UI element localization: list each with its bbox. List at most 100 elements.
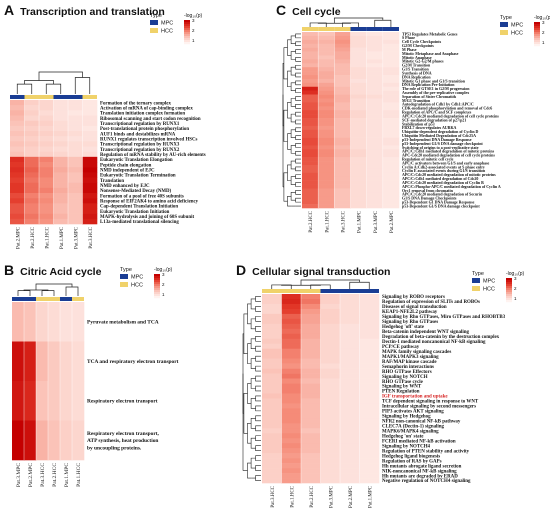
panel-a-heatmap-cell bbox=[53, 141, 69, 147]
panel-d-heatmap-cell bbox=[340, 313, 360, 320]
panel-d-heatmap-cell bbox=[340, 363, 360, 369]
panel-d-row-label: Hedgehog 'on' state bbox=[382, 434, 424, 439]
panel-c-heatmap-cell bbox=[350, 129, 367, 134]
panel-a-heatmap-cell bbox=[68, 208, 83, 214]
panel-a-heatmap-cell bbox=[68, 203, 83, 209]
panel-a-legend-item-hcc: HCC bbox=[161, 29, 173, 35]
panel-a-heatmap-cell bbox=[10, 172, 25, 178]
panel-c-heatmap-cell bbox=[382, 63, 400, 68]
panel-a-heatmap-cell bbox=[68, 182, 83, 189]
panel-a-heatmap-cell bbox=[82, 162, 98, 168]
panel-d-heatmap-cell bbox=[340, 408, 360, 414]
panel-d-heatmap-cell bbox=[320, 368, 341, 374]
panel-c-heatmap-cell bbox=[334, 172, 351, 178]
panel-c-heatmap-cell bbox=[334, 98, 351, 103]
panel-c-heatmap-cell bbox=[302, 86, 319, 91]
panel-c-heatmap-cell bbox=[350, 121, 367, 127]
panel-b-legend-tick: 2 bbox=[162, 282, 165, 287]
panel-b-heatmap-cell bbox=[24, 341, 37, 382]
panel-c-heatmap-cell bbox=[366, 55, 384, 60]
panel-c-heatmap-cell bbox=[382, 188, 400, 193]
panel-c-heatmap-cell bbox=[366, 94, 384, 99]
panel-b-legend-scale-step bbox=[154, 276, 160, 279]
panel-c-heatmap-cell bbox=[318, 114, 335, 119]
panel-a-heatmap-cell bbox=[10, 151, 25, 158]
panel-a-heatmap-cell bbox=[10, 100, 25, 106]
panel-d-heatmap-cell bbox=[301, 308, 321, 315]
panel-b-row-label: Pyruvate metabolism and TCA bbox=[87, 320, 159, 326]
panel-a-heatmap-cell bbox=[10, 218, 25, 225]
panel-d-heatmap-cell bbox=[281, 343, 302, 350]
panel-d-title: D Cellular signal transduction bbox=[236, 262, 390, 280]
panel-d-heatmap-cell bbox=[359, 318, 380, 325]
panel-c-legend-scale-step bbox=[534, 36, 540, 39]
panel-c-heatmap-cell bbox=[302, 161, 319, 166]
panel-d-heatmap-cell bbox=[359, 473, 380, 479]
panel-d-row-dendrogram bbox=[242, 296, 261, 481]
panel-c-heatmap-cell bbox=[302, 180, 319, 185]
panel-b-row-label: Respiratory electron transport, bbox=[87, 431, 160, 437]
panel-a-column-dendrogram bbox=[16, 71, 91, 94]
panel-a-heatmap-cell bbox=[10, 208, 25, 214]
panel-c-heatmap-cell bbox=[334, 168, 351, 174]
panel-c-heatmap-cell bbox=[318, 78, 335, 84]
panel-d-row-label: PTEN Regulation bbox=[382, 390, 420, 395]
panel-d-legend-swatch-mpc bbox=[472, 278, 480, 283]
panel-c-heatmap-cell bbox=[302, 67, 319, 72]
panel-c-heatmap-cell bbox=[350, 164, 367, 170]
panel-d-heatmap-cell bbox=[281, 348, 302, 354]
panel-c-heatmap-cell bbox=[350, 32, 367, 37]
panel-a-heatmap-cell bbox=[24, 146, 40, 152]
panel-a-row-label: Transcriptional regulation by RUNX3 bbox=[100, 143, 180, 148]
panel-d-column-labels: Pat.3.HCC Pat.1.HCC Pat.2.HCC Pat.3.MPC Pat.… bbox=[271, 485, 374, 508]
panel-c-row-label: DNA Replication Pre-Initiation bbox=[402, 82, 455, 87]
panel-d-column-label: Pat.2.HCC bbox=[310, 485, 315, 507]
panel-c-heatmap-cell bbox=[382, 43, 400, 48]
panel-d-row-label: Signaling by Rho GTPases, Miro GTPases a… bbox=[382, 315, 506, 320]
panel-c-heatmap-cell bbox=[382, 204, 400, 209]
panel-c-heatmap-cell bbox=[350, 75, 367, 80]
panel-a-heatmap-cell bbox=[53, 105, 69, 111]
panel-c-heatmap-cell bbox=[334, 153, 351, 158]
panel-a-heatmap-cell bbox=[10, 156, 25, 163]
panel-a-heatmap-cell bbox=[10, 187, 25, 194]
panel-c-heatmap-cell bbox=[334, 118, 351, 123]
panel-c-heatmap-cell bbox=[366, 153, 384, 158]
panel-d-heatmap-cell bbox=[281, 398, 302, 404]
panel-a-heatmap-cell bbox=[82, 110, 98, 116]
panel-b-heatmap-cell bbox=[60, 302, 73, 342]
panel-c-heatmap-cell bbox=[302, 75, 319, 80]
panel-a-heatmap-cell bbox=[39, 167, 54, 173]
panel-c-heatmap-cell bbox=[334, 32, 351, 37]
panel-b-heatmap-cell bbox=[60, 420, 73, 461]
panel-d-heatmap-cell bbox=[262, 423, 282, 429]
panel-d-heatmap-cell bbox=[301, 453, 321, 459]
panel-d-letter: D bbox=[236, 262, 247, 278]
panel-d-heatmap-cell bbox=[301, 423, 321, 429]
panel-d-legend-item-hcc: HCC bbox=[483, 287, 495, 293]
panel-a-heatmap-cell bbox=[68, 151, 83, 158]
panel-c-type-cell bbox=[350, 27, 367, 31]
panel-a-heatmap-cell bbox=[24, 125, 40, 132]
panel-c-heatmap-cell bbox=[302, 204, 319, 209]
panel-d-heatmap-cell bbox=[262, 428, 282, 434]
panel-b-type-cell bbox=[72, 297, 84, 301]
panel-c-column-label: Pat.3.HCC bbox=[341, 210, 346, 232]
panel-d-heatmap-cell bbox=[262, 343, 282, 350]
panel-a-heatmap-cell bbox=[10, 125, 25, 132]
panel-c-heatmap-cell bbox=[382, 78, 400, 84]
panel-a-type-cell bbox=[53, 95, 68, 99]
panel-d-heatmap-cell bbox=[320, 343, 341, 350]
panel-c-row-label: FBXL7 down-regulates AURKA bbox=[402, 125, 457, 130]
panel-c-heatmap-cell bbox=[350, 172, 367, 178]
panel-d-heatmap-cell bbox=[262, 458, 282, 464]
panel-a-column-labels: Pat.2.MPC Pat.2.HCC Pat.1.HCC Pat.1.MPC Pat.… bbox=[16, 226, 94, 249]
panel-b-legend-item-mpc: MPC bbox=[131, 275, 143, 281]
panel-d-row-label: Signaling by NOTCH bbox=[382, 375, 428, 380]
panel-d-heatmap-cell bbox=[301, 383, 321, 389]
panel-a-heatmap-cell bbox=[82, 208, 98, 214]
panel-c-heatmap-cell bbox=[334, 125, 351, 131]
panel-b-column-label: Pat.2.HCC bbox=[52, 463, 58, 487]
panel-d-heatmap-cell bbox=[281, 318, 302, 325]
